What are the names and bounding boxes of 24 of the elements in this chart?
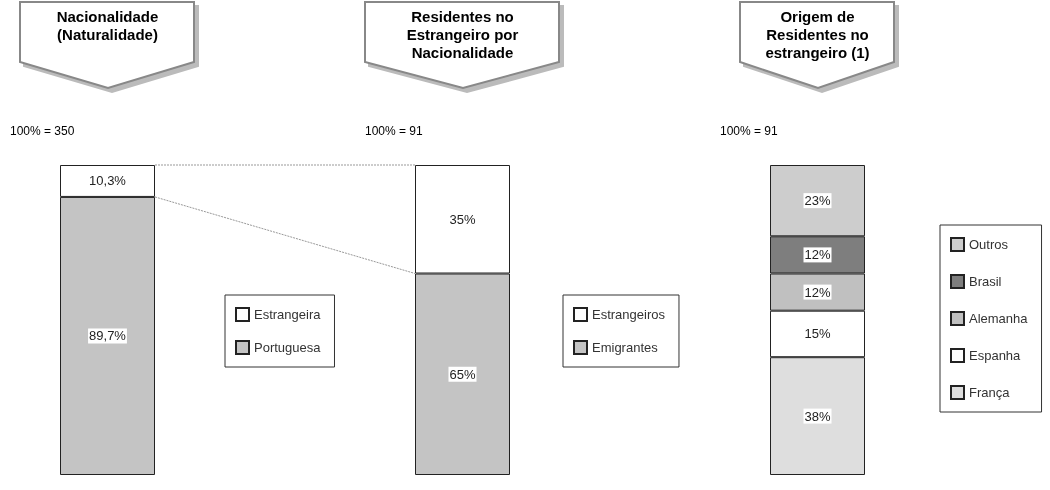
data-label: 89,7% — [89, 328, 127, 344]
data-label: 23% — [804, 193, 831, 209]
text: 100% = 91 — [720, 124, 778, 138]
legend-label: Estrangeiros — [592, 307, 666, 322]
data-label: 35% — [449, 211, 476, 227]
data-label: 65% — [449, 366, 476, 382]
data-label: 12% — [804, 247, 831, 263]
legend-label: Emigrantes — [592, 340, 659, 355]
data-label: 12% — [804, 284, 831, 300]
text: 100% = 91 — [365, 124, 423, 138]
chart-title: Nacionalidade (Naturalidade) — [55, 7, 160, 44]
legend-label: Alemanha — [969, 311, 1029, 326]
text: 100% = 350 — [10, 124, 75, 138]
data-label: 15% — [804, 326, 831, 342]
legend-label: Brasil — [969, 274, 1002, 289]
data-label: 38% — [804, 408, 831, 424]
data-label: 10,3% — [89, 173, 127, 189]
chart-title: Residentes no Estrangeiro por Nacionalidade — [405, 7, 520, 62]
legend-label: Outros — [969, 237, 1009, 252]
legend-label: França — [969, 385, 1011, 400]
legend-label: Espanha — [969, 348, 1022, 363]
legend-label: Estrangeira — [254, 307, 322, 322]
legend-label: Portuguesa — [254, 340, 322, 355]
chart-title: Origem de Residentes no estrangeiro (1) — [764, 7, 871, 62]
